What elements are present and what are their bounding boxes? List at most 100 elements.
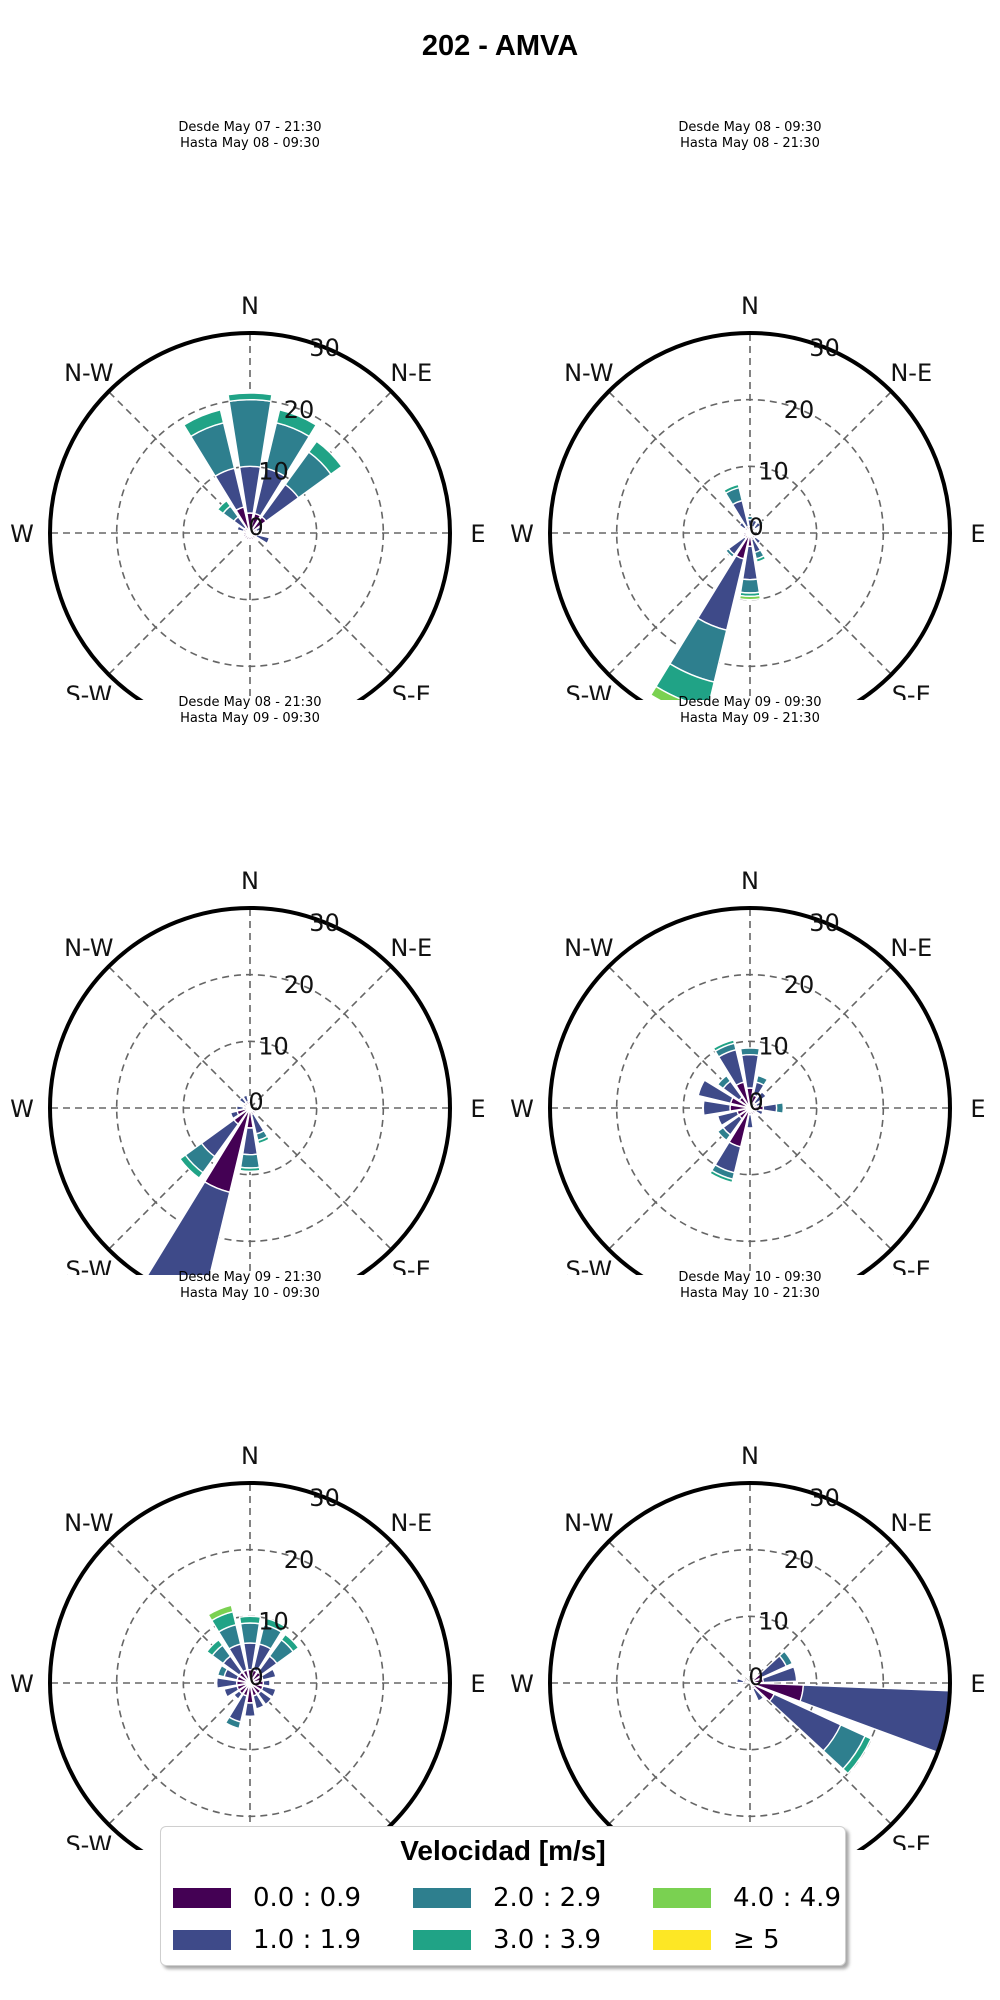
legend-swatch-0 <box>173 1888 231 1908</box>
wind-bar-segment <box>752 535 762 545</box>
direction-label: W <box>10 520 34 548</box>
wind-bar-segment <box>263 1617 286 1633</box>
direction-label: W <box>10 1670 34 1698</box>
wind-bar-segment <box>702 1099 732 1117</box>
legend-item-1: 1.0 : 1.9 <box>173 1925 361 1955</box>
panel-range-end: Hasta May 09 - 09:30 <box>180 711 320 726</box>
wind-bar-segment <box>256 1689 273 1706</box>
direction-label: E <box>470 1670 485 1698</box>
wind-bar-segment <box>696 554 745 632</box>
ring-label: 20 <box>284 396 315 424</box>
grid-spoke <box>608 1682 751 1825</box>
ring-label: 20 <box>284 1546 315 1574</box>
direction-label: S-E <box>392 1256 431 1275</box>
grid-spoke <box>749 1541 892 1684</box>
ring-label: 10 <box>758 457 789 485</box>
direction-label: N <box>741 292 759 320</box>
windrose-panel-5: Desde May 10 - 09:30 Hasta May 10 - 21:30… <box>500 1270 1000 1850</box>
wind-bar-segment <box>239 1622 261 1645</box>
legend-label-2: 2.0 : 2.9 <box>493 1883 601 1913</box>
legend-swatch-4 <box>653 1888 711 1908</box>
wind-bar-segment <box>224 1716 242 1730</box>
legend-item-5: ≥ 5 <box>653 1925 780 1955</box>
direction-label: N-W <box>64 934 113 962</box>
direction-label: N <box>741 1442 759 1470</box>
direction-label: N <box>241 867 259 895</box>
wind-bar-segment <box>242 1094 250 1104</box>
ring-label: 30 <box>809 909 840 937</box>
wind-bar-segment <box>716 1126 732 1142</box>
wind-bar-segment <box>751 1686 765 1703</box>
direction-label: N <box>741 867 759 895</box>
wind-bar-segment <box>146 1180 231 1275</box>
panel-subtitle: Desde May 09 - 09:30 Hasta May 09 - 21:30 <box>500 695 1000 727</box>
grid-spoke <box>749 1107 892 1250</box>
wind-bar-segment <box>236 525 246 533</box>
panel-subtitle: Desde May 10 - 09:30 Hasta May 10 - 21:30 <box>500 1270 1000 1302</box>
wind-bar-segment <box>239 1166 261 1173</box>
wind-bar-segment <box>749 532 758 538</box>
ring-label: 10 <box>758 1032 789 1060</box>
ring-label: 10 <box>258 1032 289 1060</box>
outer-ring <box>48 906 452 1275</box>
wind-bar-segment <box>755 1074 769 1087</box>
direction-label: S-W <box>65 1256 112 1275</box>
wind-bar-segment <box>842 1735 873 1775</box>
legend-swatch-3 <box>413 1930 471 1950</box>
ring-label: 20 <box>284 971 315 999</box>
ring-label: 0 <box>248 513 263 541</box>
grid-spoke <box>108 966 251 1109</box>
legend-swatch-2 <box>413 1888 471 1908</box>
wind-bars <box>697 1039 785 1184</box>
legend-item-4: 4.0 : 4.9 <box>653 1883 841 1913</box>
grid-spoke <box>608 391 751 534</box>
wind-bar-segment <box>227 392 273 403</box>
grid-spoke <box>249 1107 392 1250</box>
direction-label: S-E <box>892 681 931 700</box>
wind-bar-segment <box>697 1079 734 1105</box>
windrose-panel-2: Desde May 08 - 21:30 Hasta May 09 - 09:30… <box>0 695 500 1275</box>
panel-range-end: Hasta May 10 - 21:30 <box>680 1286 820 1301</box>
wind-bar-segment <box>205 1638 224 1657</box>
direction-label: N-E <box>890 1509 932 1537</box>
wind-bar-segment <box>254 525 264 533</box>
panel-range-end: Hasta May 08 - 21:30 <box>680 136 820 151</box>
grid-spoke <box>749 532 892 675</box>
direction-label: S-W <box>565 681 612 700</box>
direction-label: E <box>470 520 485 548</box>
wind-bar-segment <box>238 1615 262 1625</box>
wind-bar-segment <box>754 1108 764 1116</box>
grid-spoke <box>608 966 751 1109</box>
grid-spoke <box>108 391 251 534</box>
ring-label: 20 <box>784 396 815 424</box>
ring-label: 0 <box>248 1088 263 1116</box>
ring-label: 0 <box>248 1663 263 1691</box>
wind-bar-segment <box>252 1693 265 1710</box>
wind-bar-segment <box>722 483 740 495</box>
wind-bars <box>649 483 767 700</box>
outer-ring <box>48 1481 452 1850</box>
outer-ring <box>548 1481 952 1850</box>
wind-bar-segment <box>275 408 318 438</box>
direction-label: N-E <box>390 359 432 387</box>
wind-bar-segment <box>761 1665 798 1684</box>
grid-spoke <box>249 1541 392 1684</box>
windrose-panel-0: Desde May 07 - 21:30 Hasta May 08 - 09:30… <box>0 120 500 700</box>
wind-bar-segment <box>749 1675 754 1684</box>
panel-range-start: Desde May 10 - 09:30 <box>678 1270 822 1285</box>
windrose-panel-1: Desde May 08 - 09:30 Hasta May 08 - 21:30… <box>500 120 1000 700</box>
direction-label: N <box>241 1442 259 1470</box>
wind-bar-segment <box>742 531 751 535</box>
wind-bar-segment <box>249 1107 258 1113</box>
direction-label: E <box>470 1095 485 1123</box>
panel-range-end: Hasta May 08 - 09:30 <box>180 136 320 151</box>
direction-label: W <box>10 1095 34 1123</box>
direction-label: N-W <box>64 1509 113 1537</box>
wind-bar-segment <box>738 594 762 601</box>
wind-bars <box>735 1650 951 1775</box>
direction-label: W <box>510 520 534 548</box>
main-title: 202 - AMVA <box>421 30 579 62</box>
